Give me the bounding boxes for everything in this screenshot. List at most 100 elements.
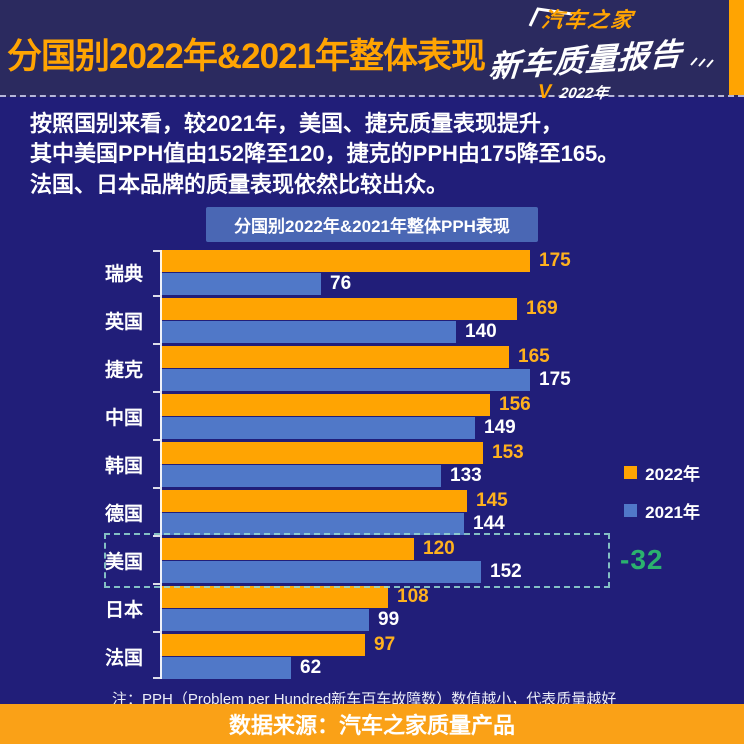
annotation-delta: -32	[620, 544, 664, 576]
legend-swatch	[624, 504, 638, 518]
bar-2022	[160, 490, 467, 513]
chart-row: 中国 156 149	[0, 394, 744, 440]
intro-paragraph: 按照国别来看，较2021年，美国、捷克质量表现提升， 其中美国PPH值由152降…	[30, 109, 744, 200]
chart-plot-area: 瑞典 175 76 英国 169 140 捷克 165 175 中国 156 149 韩国 153 133 德…	[0, 250, 744, 680]
chart-row: 英国 169 140	[0, 298, 744, 344]
bar-value: 133	[450, 465, 482, 487]
axis-tick	[153, 677, 160, 680]
bar-line: 76	[160, 273, 744, 296]
bar-line: 156	[160, 394, 744, 417]
bar-pair: 97 62	[160, 634, 744, 680]
data-source-text: 数据来源：汽车之家质量产品	[228, 713, 515, 738]
chart-row: 德国 145 144	[0, 490, 744, 536]
bar-2021	[160, 273, 321, 296]
bar-line: 120	[160, 538, 744, 561]
chart-footnote: 注：PPH（Problem per Hundred新车百车故障数）数值越小，代表…	[112, 691, 617, 709]
bar-2021	[160, 609, 369, 632]
bar-line: 140	[160, 321, 744, 344]
bar-value: 76	[330, 273, 352, 295]
bar-value: 156	[499, 394, 531, 416]
bar-2021	[160, 513, 464, 536]
axis-tick	[153, 487, 160, 490]
logo-roof-icon	[528, 7, 573, 27]
bar-value: 144	[473, 513, 505, 535]
chart-row: 法国 97 62	[0, 634, 744, 680]
bar-pair: 108 99	[160, 586, 744, 632]
axis-tick	[153, 250, 160, 253]
axis-tick	[153, 343, 160, 346]
country-label: 法国	[104, 648, 143, 670]
bar-2021	[160, 321, 456, 344]
bar-pair: 156 149	[160, 394, 744, 440]
bar-pair: 169 140	[160, 298, 744, 344]
chart-rows: 瑞典 175 76 英国 169 140 捷克 165 175 中国 156 149 韩国 153 133 德…	[0, 250, 744, 680]
bar-line: 62	[160, 657, 744, 680]
chart-row: 瑞典 175 76	[0, 250, 744, 296]
bar-line: 175	[160, 369, 744, 392]
legend-swatch	[624, 466, 638, 480]
logo-speed-marks-icon	[690, 57, 714, 68]
bar-line: 97	[160, 634, 744, 657]
bar-pair: 165 175	[160, 346, 744, 392]
bar-value: 140	[465, 321, 497, 343]
bar-value: 169	[526, 298, 558, 320]
bar-line: 175	[160, 250, 744, 273]
bar-pair: 153 133	[160, 442, 744, 488]
bar-2022	[160, 250, 530, 273]
bar-line: 152	[160, 561, 744, 584]
bar-value: 120	[423, 538, 455, 560]
axis-tick	[153, 535, 160, 538]
legend-label: 2022年	[645, 465, 700, 485]
bar-value: 62	[300, 657, 322, 679]
bar-value: 165	[518, 346, 550, 368]
bar-2022	[160, 346, 509, 369]
country-label: 中国	[104, 408, 143, 430]
legend-label: 2021年	[645, 503, 700, 523]
logo-year-text: 2022年	[559, 85, 610, 102]
header-accent-strip	[729, 0, 744, 95]
bar-value: 152	[490, 561, 522, 583]
country-label: 美国	[104, 552, 143, 574]
bar-line: 108	[160, 586, 744, 609]
bar-pair: 145 144	[160, 490, 744, 536]
country-label: 英国	[104, 312, 143, 334]
axis-tick	[153, 583, 160, 586]
country-label: 日本	[104, 600, 143, 622]
chart-row: 美国 120 152	[0, 538, 744, 584]
intro-line-3: 法国、日本品牌的质量表现依然比较出众。	[30, 171, 449, 197]
brand-logo: 汽车之家 新车质量报告 V 2022年	[487, 4, 714, 104]
chart-legend: 2022年 2021年	[624, 460, 700, 523]
logo-year-row: V 2022年	[536, 81, 710, 104]
bar-2021	[160, 657, 291, 680]
bar-2022	[160, 586, 388, 609]
country-label: 韩国	[104, 456, 143, 478]
logo-product-text: 新车质量报告	[487, 36, 684, 85]
chart-title: 分国别2022年&2021年整体PPH表现	[206, 207, 538, 243]
bar-2022	[160, 442, 483, 465]
data-source-footer: 数据来源：汽车之家质量产品	[0, 704, 744, 744]
bar-2021	[160, 369, 530, 392]
bar-value: 175	[539, 250, 571, 272]
intro-line-2: 其中美国PPH值由152降至120，捷克的PPH由175降至165。	[30, 141, 620, 167]
bar-line: 169	[160, 298, 744, 321]
bar-pair: 175 76	[160, 250, 744, 296]
highlight-box	[104, 533, 610, 589]
bar-value: 175	[539, 369, 571, 391]
page-title: 分国别2022年&2021年整体表现	[7, 37, 486, 76]
logo-check-icon: V	[536, 81, 554, 103]
bar-value: 97	[374, 634, 396, 656]
axis-tick	[153, 631, 160, 634]
bar-2022	[160, 298, 517, 321]
axis-tick	[153, 295, 160, 298]
legend-item: 2021年	[624, 498, 700, 523]
bar-value: 149	[484, 417, 516, 439]
chart-row: 捷克 165 175	[0, 346, 744, 392]
header-bar: 分国别2022年&2021年整体表现 汽车之家 新车质量报告 V 2022年	[0, 0, 744, 103]
bar-2022	[160, 634, 365, 657]
bar-2021	[160, 561, 481, 584]
bar-line: 165	[160, 346, 744, 369]
bar-2022	[160, 538, 414, 561]
chart-row: 日本 108 99	[0, 586, 744, 632]
chart-row: 韩国 153 133	[0, 442, 744, 488]
bar-pair: 120 152	[160, 538, 744, 584]
